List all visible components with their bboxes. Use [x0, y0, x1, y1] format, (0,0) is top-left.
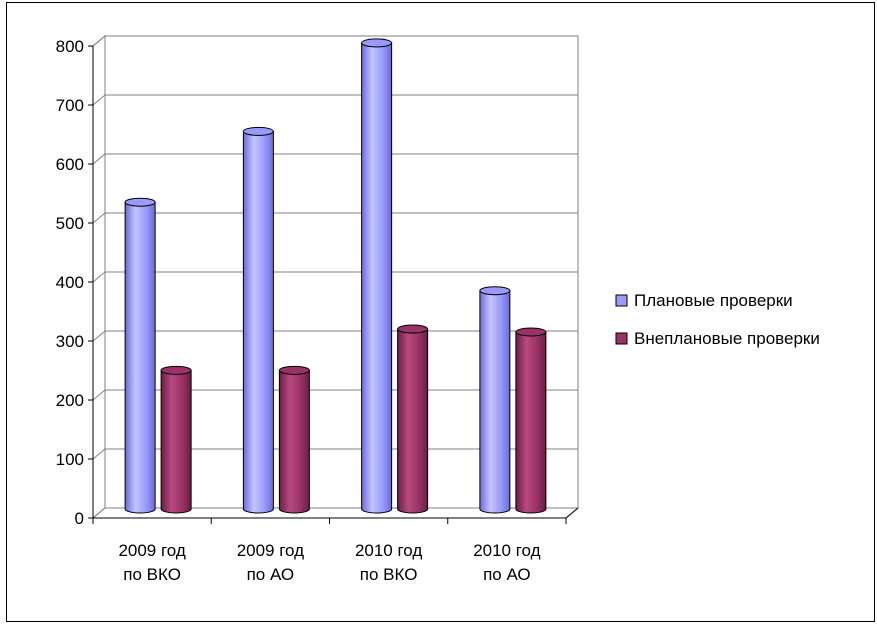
- y-axis: 0 100 200 300 400 500 600 700 800: [56, 37, 94, 528]
- bar-top: [278, 365, 310, 375]
- bar-top: [124, 197, 156, 207]
- gridline-side: [92, 330, 106, 342]
- legend-entry: Плановые проверки: [615, 291, 793, 310]
- gridline-side: [92, 271, 106, 283]
- gridline-side: [92, 448, 106, 460]
- legend-label: Внеплановые проверки: [634, 329, 820, 348]
- legend: Плановые проверки Внеплановые проверки: [615, 291, 820, 348]
- bar-body: [515, 331, 547, 514]
- x-tick-label: 2009 год по АО: [237, 541, 304, 584]
- x-tick-label: 2009 год по ВКО: [118, 541, 185, 584]
- bar-body: [479, 290, 511, 514]
- x-axis: 2009 год по ВКО 2009 год по АО 2010 год по ВК…: [92, 507, 579, 584]
- y-tick-label: 700: [56, 96, 84, 115]
- bar-top: [515, 327, 547, 337]
- bar: [479, 286, 511, 514]
- gridline-side: [92, 35, 106, 47]
- legend-swatch: [615, 294, 628, 307]
- bar: [242, 126, 274, 514]
- bar: [515, 327, 547, 514]
- bar-body: [397, 328, 429, 514]
- y-tick-label: 0: [75, 509, 84, 528]
- y-tick-label: 200: [56, 391, 84, 410]
- y-tick-label: 500: [56, 214, 84, 233]
- gridline-side: [92, 212, 106, 224]
- bar-top: [361, 38, 393, 48]
- y-tick-label: 100: [56, 450, 84, 469]
- x-tick-label: 2010 год по АО: [473, 541, 540, 584]
- y-tick-label: 300: [56, 332, 84, 351]
- bar: [124, 197, 156, 514]
- legend-label: Плановые проверки: [634, 291, 793, 310]
- legend-swatch: [615, 332, 628, 345]
- legend-entry: Внеплановые проверки: [615, 329, 820, 348]
- bar: [278, 365, 310, 514]
- bar-body: [124, 201, 156, 514]
- bar-top: [397, 324, 429, 334]
- x-tick-label: 2010 год по ВКО: [355, 541, 422, 584]
- y-tick-label: 600: [56, 155, 84, 174]
- gridline-side: [92, 153, 106, 165]
- bar-body: [160, 369, 192, 514]
- bar-top: [479, 286, 511, 296]
- bar: [361, 38, 393, 514]
- bar-body: [278, 369, 310, 514]
- gridline-side: [92, 389, 106, 401]
- bar-body: [242, 130, 274, 514]
- bar: [397, 324, 429, 514]
- bar-top: [160, 365, 192, 375]
- y-tick-label: 400: [56, 273, 84, 292]
- gridline-side: [92, 94, 106, 106]
- y-tick-label: 800: [56, 37, 84, 56]
- bar: [160, 365, 192, 514]
- bar-body: [361, 42, 393, 514]
- x-axis-depth: [565, 507, 579, 519]
- bars: [124, 38, 547, 514]
- gridline-side: [92, 507, 106, 519]
- bar-top: [242, 126, 274, 136]
